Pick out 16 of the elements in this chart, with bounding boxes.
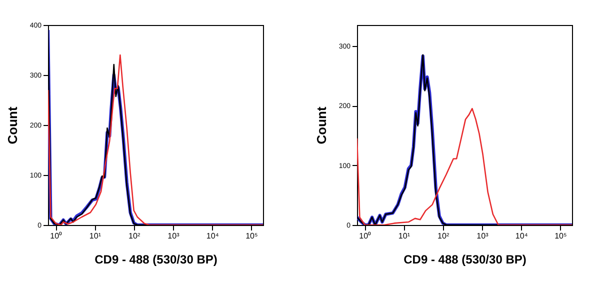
x-tick-label: 10² [128,232,140,240]
x-axis-title: CD9 - 488 (530/30 BP) [404,252,526,266]
x-tick-label: 10³ [168,232,180,240]
x-tick-label: 10¹ [89,232,102,240]
y-axis-title: Count [314,106,329,144]
x-tick-label: 10⁰ [50,232,62,240]
x-tick-label: 10⁴ [206,232,220,240]
x-tick-label: 10² [438,232,450,240]
x-tick-label: 10⁵ [554,232,567,240]
x-tick-label: 10⁵ [246,232,258,240]
x-tick-label: 10¹ [398,232,410,240]
x-tick-label: 10³ [476,232,489,240]
x-tick-label: 10⁰ [359,232,372,240]
y-axis-title: Count [4,106,20,144]
x-axis-title: CD9 - 488 (530/30 BP) [94,252,218,266]
x-tick-label: 10⁴ [515,232,528,240]
